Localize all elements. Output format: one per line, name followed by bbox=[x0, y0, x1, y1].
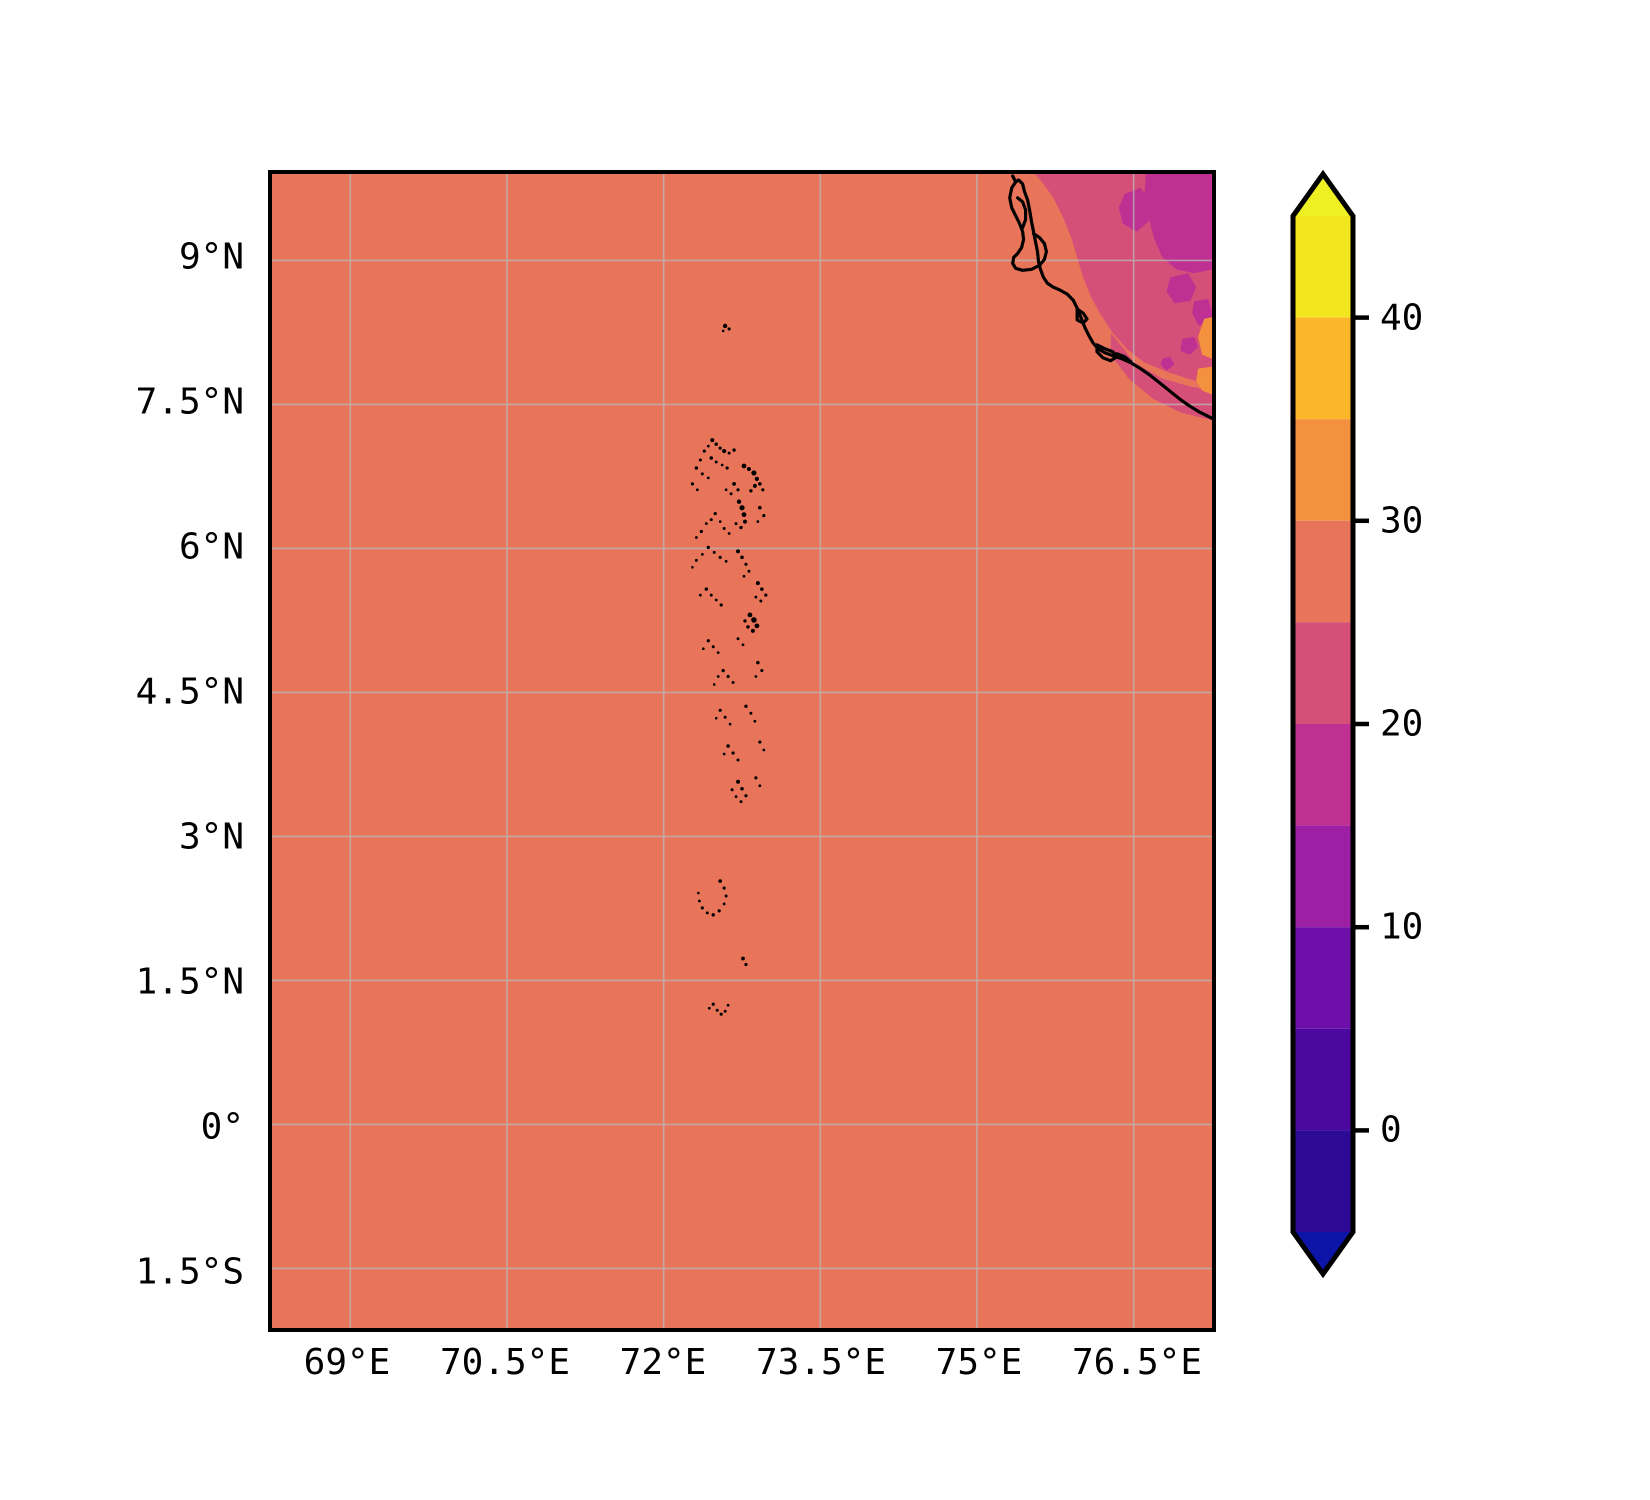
colorbar-gradient bbox=[1290, 169, 1369, 1279]
band-30-35 bbox=[1198, 317, 1212, 359]
xtick-69e: 69°E bbox=[303, 1342, 391, 1383]
xtick-72e: 72°E bbox=[619, 1342, 707, 1383]
map-gridlines bbox=[272, 174, 1212, 1328]
xtick-75e: 75°E bbox=[935, 1342, 1023, 1383]
xtick-705e: 70.5°E bbox=[439, 1342, 571, 1383]
colorbar-tick-labels: 40 30 20 10 0 bbox=[1380, 168, 1530, 1280]
colorbar-outline bbox=[1290, 169, 1356, 1279]
cbar-tick-0: 0 bbox=[1380, 1109, 1402, 1151]
ytick-9n: 9°N bbox=[178, 236, 244, 278]
ytick-15n: 1.5°N bbox=[135, 961, 244, 1003]
cbar-tick-20: 20 bbox=[1380, 703, 1424, 745]
ytick-0: 0° bbox=[200, 1106, 244, 1148]
xtick-765e: 76.5°E bbox=[1071, 1342, 1203, 1383]
colorbar bbox=[1283, 168, 1369, 1280]
map-axes bbox=[268, 170, 1216, 1332]
cbar-tick-30: 30 bbox=[1380, 500, 1424, 542]
cbar-tick-10: 10 bbox=[1380, 906, 1424, 948]
colorbar-over-arrow bbox=[1293, 174, 1353, 216]
x-axis-tick-labels: 69°E 70.5°E 72°E 73.5°E 75°E 76.5°E bbox=[268, 1336, 1216, 1396]
ytick-6n: 6°N bbox=[178, 526, 244, 568]
ytick-75n: 7.5°N bbox=[135, 381, 244, 423]
colorbar-under-arrow bbox=[1293, 1232, 1353, 1274]
ytick-45n: 4.5°N bbox=[135, 671, 244, 713]
temperature-field bbox=[272, 174, 1212, 1328]
coastline bbox=[1008, 174, 1212, 420]
y-axis-tick-labels: 9°N 7.5°N 6°N 4.5°N 3°N 1.5°N 0° 1.5°S bbox=[0, 170, 252, 1332]
xtick-735e: 73.5°E bbox=[755, 1342, 887, 1383]
ytick-3n: 3°N bbox=[178, 816, 244, 858]
ytick-15s: 1.5°S bbox=[135, 1251, 244, 1293]
colorbar-ticks bbox=[1353, 315, 1369, 1133]
cbar-tick-40: 40 bbox=[1380, 297, 1424, 339]
island-atolls bbox=[690, 323, 768, 1016]
